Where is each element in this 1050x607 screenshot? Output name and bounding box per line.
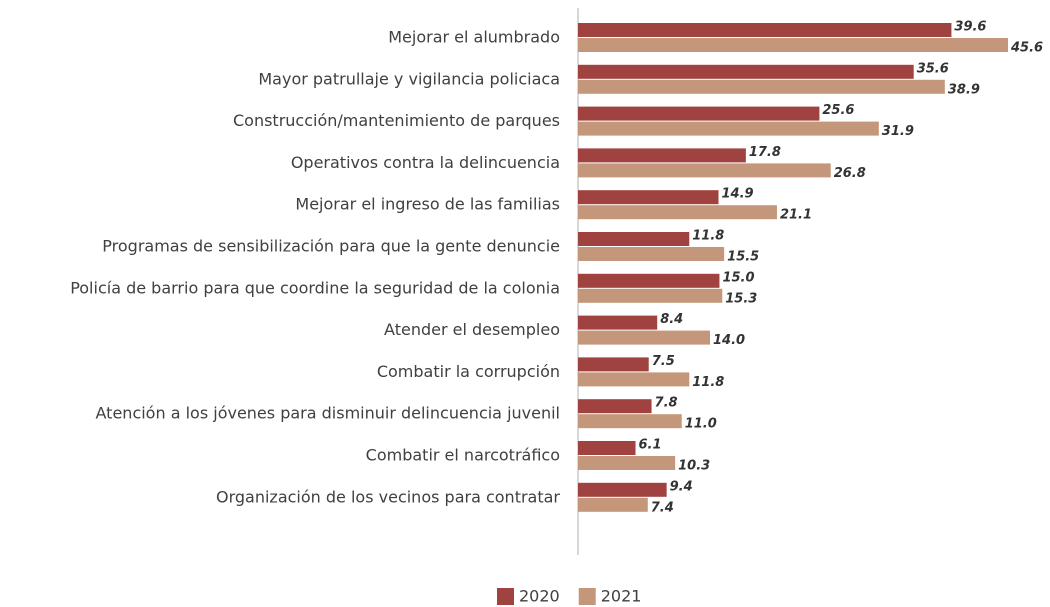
- value-label: 7.4: [651, 500, 674, 515]
- bar: [578, 247, 725, 261]
- value-label: 31.9: [882, 124, 914, 139]
- value-label: 17.8: [749, 145, 781, 160]
- bar: [578, 106, 820, 121]
- value-label: 14.9: [722, 187, 754, 202]
- value-label: 8.4: [660, 312, 683, 327]
- bar: [578, 414, 682, 429]
- category-label: Construcción/mantenimiento de parques: [233, 111, 560, 130]
- value-label: 6.1: [639, 438, 662, 453]
- legend-swatch: [497, 588, 514, 605]
- value-label: 7.8: [655, 396, 678, 411]
- value-label: 15.5: [727, 250, 759, 265]
- bar: [578, 482, 667, 497]
- bar: [578, 399, 652, 414]
- value-label: 10.3: [678, 459, 710, 474]
- value-label: 11.8: [692, 229, 724, 244]
- category-label: Combatir el narcotráfico: [366, 446, 560, 465]
- bar: [578, 497, 648, 512]
- bar: [578, 205, 777, 220]
- value-label: 25.6: [822, 103, 854, 118]
- value-label: 45.6: [1010, 41, 1043, 56]
- legend-label: 2021: [601, 587, 642, 606]
- value-label: 11.0: [685, 417, 717, 432]
- bar: [578, 190, 719, 205]
- bar: [578, 64, 914, 79]
- bar: [578, 232, 690, 246]
- bar: [578, 357, 649, 372]
- value-label: 15.3: [725, 291, 757, 306]
- value-label: 9.4: [670, 479, 693, 494]
- value-label: 26.8: [834, 166, 866, 181]
- category-label: Mayor patrullaje y vigilancia policiaca: [258, 69, 560, 88]
- value-label: 15.0: [722, 270, 754, 285]
- bar: [578, 456, 676, 470]
- bar: [578, 288, 723, 303]
- category-label: Organización de los vecinos para contrat…: [216, 487, 560, 506]
- value-label: 14.0: [713, 333, 745, 348]
- value-label: 7.5: [652, 354, 675, 369]
- legend-label: 2020: [519, 587, 560, 606]
- value-label: 39.6: [954, 20, 986, 35]
- category-label: Atención a los jóvenes para disminuir de…: [96, 404, 560, 423]
- bar: [578, 121, 879, 136]
- bar: [578, 163, 831, 178]
- category-label: Operativos contra la delincuencia: [291, 153, 560, 172]
- category-label: Programas de sensibilización para que la…: [102, 237, 560, 256]
- bar: [578, 38, 1008, 52]
- bar: [578, 330, 711, 345]
- bar: [578, 441, 636, 455]
- category-label: Combatir la corrupción: [377, 362, 560, 381]
- value-label: 35.6: [917, 61, 949, 76]
- bar: [578, 372, 690, 387]
- value-label: 21.1: [780, 208, 812, 223]
- legend-swatch: [578, 588, 596, 605]
- category-label: Mejorar el ingreso de las familias: [295, 195, 560, 214]
- bar: [578, 273, 720, 288]
- bar: [578, 315, 658, 330]
- bar: [578, 23, 952, 37]
- category-label: Policía de barrio para que coordine la s…: [70, 278, 560, 297]
- value-label: 38.9: [948, 82, 980, 97]
- bar: [578, 148, 746, 163]
- bar: [578, 79, 945, 94]
- category-label: Atender el desempleo: [384, 320, 560, 339]
- category-label: Mejorar el alumbrado: [388, 28, 560, 47]
- value-label: 11.8: [692, 375, 724, 390]
